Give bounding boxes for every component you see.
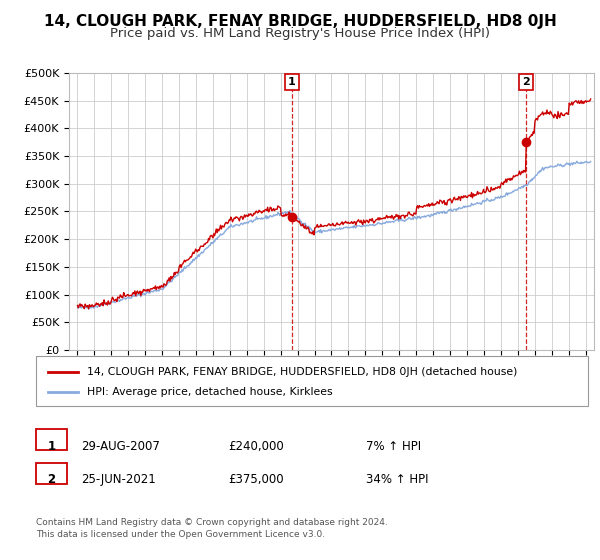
Text: £375,000: £375,000 (228, 473, 284, 486)
Text: HPI: Average price, detached house, Kirklees: HPI: Average price, detached house, Kirk… (87, 387, 332, 397)
Text: 29-AUG-2007: 29-AUG-2007 (81, 440, 160, 452)
Text: Contains HM Land Registry data © Crown copyright and database right 2024.
This d: Contains HM Land Registry data © Crown c… (36, 518, 388, 539)
Text: 34% ↑ HPI: 34% ↑ HPI (366, 473, 428, 486)
Text: £240,000: £240,000 (228, 440, 284, 452)
Text: 25-JUN-2021: 25-JUN-2021 (81, 473, 156, 486)
Text: 2: 2 (522, 77, 530, 87)
Text: 2: 2 (47, 473, 56, 486)
Text: 14, CLOUGH PARK, FENAY BRIDGE, HUDDERSFIELD, HD8 0JH (detached house): 14, CLOUGH PARK, FENAY BRIDGE, HUDDERSFI… (87, 367, 517, 377)
Text: 1: 1 (47, 440, 56, 452)
Text: Price paid vs. HM Land Registry's House Price Index (HPI): Price paid vs. HM Land Registry's House … (110, 27, 490, 40)
Text: 1: 1 (288, 77, 296, 87)
Text: 7% ↑ HPI: 7% ↑ HPI (366, 440, 421, 452)
Text: 14, CLOUGH PARK, FENAY BRIDGE, HUDDERSFIELD, HD8 0JH: 14, CLOUGH PARK, FENAY BRIDGE, HUDDERSFI… (44, 14, 556, 29)
